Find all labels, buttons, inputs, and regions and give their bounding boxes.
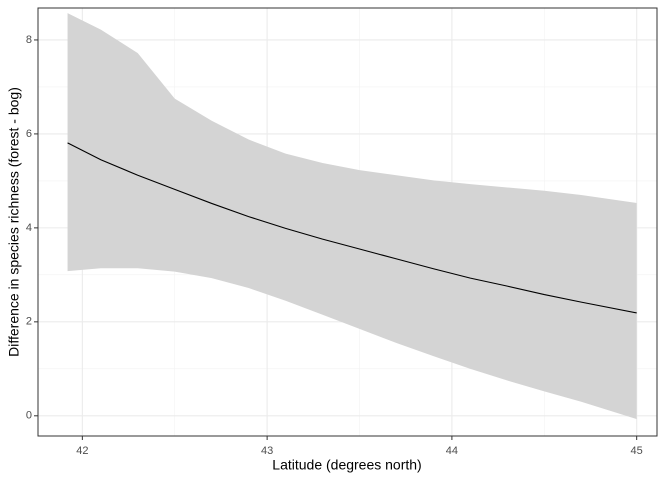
x-tick-label: 45 <box>631 445 643 457</box>
line <box>67 142 637 314</box>
y-tick-label: 2 <box>26 316 32 328</box>
y-tick-label: 4 <box>26 222 32 234</box>
y-axis-title: Difference in species richness (forest -… <box>6 87 22 357</box>
x-tick-label: 43 <box>261 445 273 457</box>
panel-border <box>37 7 658 437</box>
confidence-band <box>67 13 637 420</box>
y-tick-label: 0 <box>26 410 32 422</box>
x-axis-title: Latitude (degrees north) <box>272 457 421 473</box>
y-tick-label: 6 <box>26 128 32 140</box>
y-tick-label: 8 <box>26 34 32 46</box>
x-tick-label: 44 <box>446 445 458 457</box>
x-tick-label: 42 <box>76 445 88 457</box>
